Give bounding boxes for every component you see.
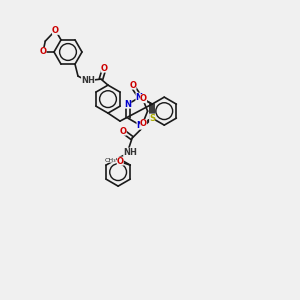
Text: O: O [130, 81, 136, 90]
Text: O: O [100, 64, 107, 73]
Text: CH₃: CH₃ [104, 158, 116, 163]
Text: NH: NH [123, 148, 137, 157]
Text: O: O [140, 94, 147, 103]
Text: N: N [136, 121, 143, 130]
Text: NH: NH [81, 76, 95, 85]
Text: N: N [124, 100, 131, 109]
Text: O: O [120, 127, 127, 136]
Text: O: O [52, 26, 59, 35]
Text: S: S [149, 114, 155, 123]
Text: N: N [136, 93, 142, 102]
Text: O: O [117, 157, 124, 166]
Text: O: O [140, 119, 147, 128]
Text: O: O [40, 47, 46, 56]
